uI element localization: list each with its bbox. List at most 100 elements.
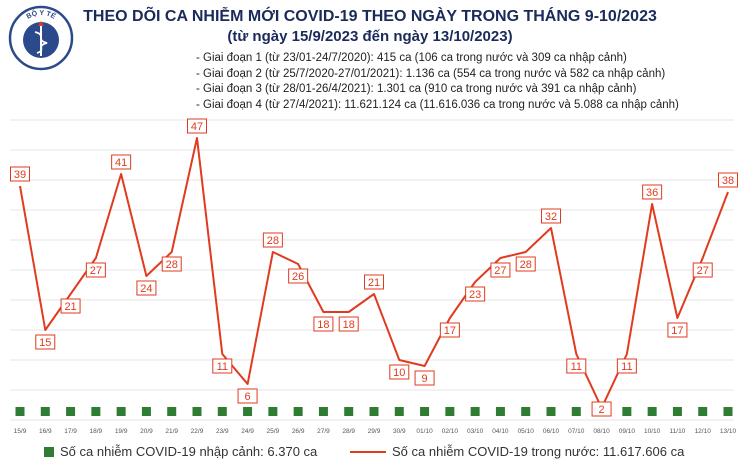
data-label-box (566, 358, 587, 374)
x-tick-label: 04/10 (492, 428, 509, 435)
legend: Số ca nhiễm COVID-19 nhập cảnh: 6.370 ca… (0, 436, 740, 462)
legend-item-domestic: Số ca nhiễm COVID-19 trong nước: 11.617.… (350, 444, 684, 459)
x-tick-label: 07/10 (568, 428, 585, 435)
domestic-line (19, 137, 729, 409)
data-label: 15 (39, 337, 51, 349)
x-tick-label: 05/10 (518, 428, 535, 435)
x-tick-label: 09/10 (619, 428, 636, 435)
data-label-box (515, 256, 536, 272)
phase-notes: - Giai đoạn 1 (từ 23/01-24/7/2020): 415 … (196, 51, 679, 113)
data-label: 2 (599, 404, 605, 416)
data-label: 36 (646, 187, 658, 199)
x-tick-label: 17/9 (64, 428, 77, 435)
data-label-box (718, 172, 738, 188)
data-label-box (389, 364, 410, 380)
x-tick-label: 22/9 (191, 428, 204, 435)
data-label: 32 (545, 211, 557, 223)
gridlines (10, 119, 734, 421)
imported-bar (293, 407, 303, 416)
data-label: 26 (292, 271, 304, 283)
x-tick-label: 18/9 (90, 428, 103, 435)
data-label-box (10, 166, 30, 182)
data-label: 6 (245, 391, 251, 403)
legend-swatch-bar (44, 446, 54, 457)
imported-bar (698, 407, 708, 416)
x-tick-label: 11/10 (670, 428, 686, 435)
imported-bar (268, 407, 278, 416)
x-tick-label: 25/9 (267, 428, 280, 435)
x-tick-label: 08/10 (593, 428, 610, 435)
data-label-box (591, 401, 612, 417)
imported-bar (344, 407, 354, 416)
data-label-box (237, 388, 258, 404)
chart-title: THEO DÕI CA NHIỄM MỚI COVID-19 THEO NGÀY… (83, 8, 657, 25)
imported-bar (672, 407, 682, 416)
x-tick-label: 06/10 (543, 428, 560, 435)
data-label-box (212, 358, 233, 374)
legend-label-domestic: Số ca nhiễm COVID-19 trong nước: 11.617.… (392, 444, 685, 459)
x-tick-label: 30/9 (393, 428, 406, 435)
data-label-box (692, 262, 713, 278)
imported-bar (40, 407, 50, 416)
imported-bar (167, 407, 177, 416)
imported-bar (571, 407, 581, 416)
imported-bar (647, 407, 657, 416)
data-label: 10 (393, 367, 405, 379)
data-label: 39 (14, 169, 26, 181)
legend-label-imported: Số ca nhiễm COVID-19 nhập cảnh: 6.370 ca (60, 444, 318, 459)
imported-bar (369, 407, 379, 416)
legend-item-imported: Số ca nhiễm COVID-19 nhập cảnh: 6.370 ca (44, 444, 317, 459)
data-label: 38 (722, 175, 734, 187)
data-label: 28 (267, 235, 279, 247)
imported-bar (521, 407, 531, 416)
phase-note: - Giai đoạn 2 (từ 25/7/2020-27/01/2021):… (196, 67, 666, 80)
data-label: 17 (671, 325, 683, 337)
imported-bar (15, 407, 25, 416)
chart-subtitle: (từ ngày 15/9/2023 đến ngày 13/10/2023) (227, 28, 513, 45)
data-label: 18 (317, 319, 329, 331)
data-label: 9 (422, 373, 428, 385)
data-label-box (439, 322, 460, 338)
data-label: 23 (469, 289, 481, 301)
imported-bar (192, 407, 202, 416)
x-tick-label: 16/9 (39, 428, 52, 435)
data-label: 11 (621, 361, 632, 373)
imported-bar (420, 407, 430, 416)
data-label-box (288, 268, 309, 284)
data-label-box (313, 316, 334, 332)
data-label: 21 (368, 277, 380, 289)
data-label-box (616, 358, 637, 374)
data-label: 41 (115, 157, 127, 169)
data-label-box (414, 370, 435, 386)
data-label-box (364, 274, 384, 290)
data-label: 18 (343, 319, 355, 331)
x-tick-label: 29/9 (368, 428, 381, 435)
domestic-series: 39 15 21 27 41 24 28 47 11 6 28 26 18 18 21 10 9 17 23 27 28… (10, 118, 738, 417)
x-tick-label: 01/10 (416, 428, 433, 435)
data-label-box (541, 208, 561, 224)
data-label-box (136, 280, 157, 296)
data-label: 27 (697, 265, 709, 277)
data-label: 28 (520, 259, 532, 271)
imported-bar (723, 407, 733, 416)
data-label-box (161, 256, 182, 272)
x-axis-ticks: 15/9 16/9 17/9 18/9 19/9 20/9 21/9 22/9 23/9 24/9… (14, 428, 737, 435)
data-label: 47 (191, 121, 203, 133)
ministry-of-health-logo: BỘ Y TẾ (8, 5, 74, 71)
data-label-box (465, 286, 486, 302)
x-tick-label: 27/9 (317, 428, 330, 435)
legend-swatch-line (350, 450, 386, 453)
data-label-box (642, 184, 663, 200)
imported-bar (91, 407, 101, 416)
x-tick-label: 28/9 (342, 428, 355, 435)
imported-bar (470, 407, 480, 416)
data-label: 17 (444, 325, 456, 337)
x-tick-label: 12/10 (695, 428, 712, 435)
phase-note: - Giai đoạn 4 (từ 27/4/2021): 11.621.124… (196, 98, 679, 111)
imported-bar (217, 407, 227, 416)
x-tick-label: 13/10 (720, 428, 737, 435)
data-label: 27 (494, 265, 506, 277)
data-label-box (60, 298, 81, 314)
x-tick-label: 02/10 (442, 428, 459, 435)
phase-note: - Giai đoạn 1 (từ 23/01-24/7/2020): 415 … (196, 52, 627, 64)
